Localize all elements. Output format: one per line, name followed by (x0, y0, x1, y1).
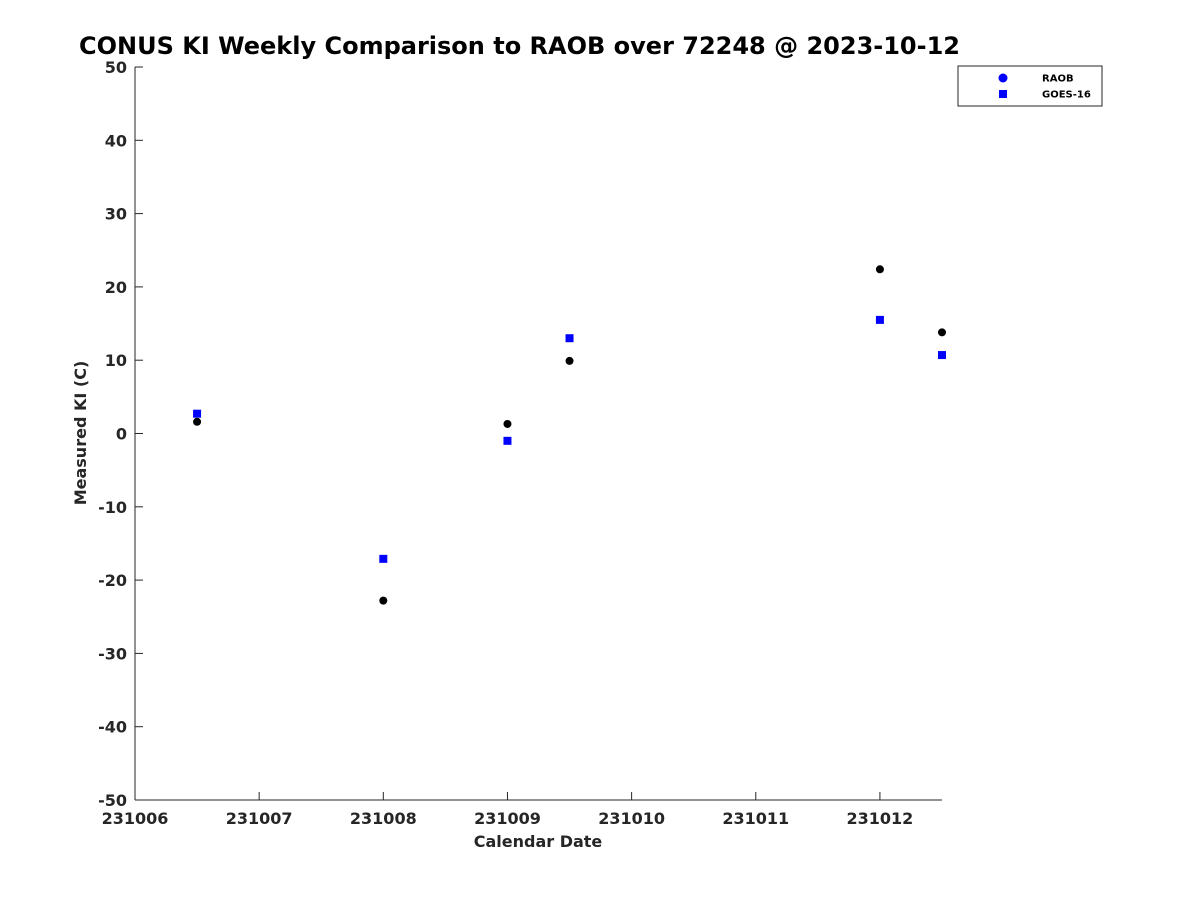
point-raob (379, 596, 388, 605)
point-raob (503, 419, 512, 428)
y-tick-label: -20 (98, 571, 127, 590)
x-ticks: 231006 231007 231008 231009 231010 231011 2310… (102, 792, 914, 828)
x-tick-label: 231006 (102, 809, 169, 828)
x-tick-label: 231012 (847, 809, 914, 828)
legend-raob-marker (998, 73, 1008, 83)
legend: RAOB GOES-16 (957, 65, 1103, 107)
point-goes-16 (503, 436, 512, 445)
x-tick-label: 231007 (226, 809, 293, 828)
point-goes-16 (565, 334, 574, 343)
x-axis-label: Calendar Date (474, 832, 603, 851)
legend-goes-marker (999, 90, 1007, 98)
y-ticks: 50 40 30 20 10 0 -10 -20 -30 -40 -50 (98, 58, 143, 810)
x-tick-label: 231009 (474, 809, 541, 828)
data-points (193, 265, 946, 605)
point-raob (938, 328, 946, 337)
point-goes-16 (193, 409, 202, 418)
point-goes-16 (379, 554, 388, 563)
legend-raob-label: RAOB (1042, 74, 1074, 85)
y-tick-label: -30 (98, 644, 127, 663)
point-raob (193, 417, 202, 426)
point-raob (565, 356, 574, 365)
x-tick-label: 231008 (350, 809, 417, 828)
point-raob (875, 265, 884, 274)
y-tick-label: 0 (116, 425, 127, 444)
y-tick-label: 20 (105, 278, 127, 297)
point-goes-16 (938, 351, 946, 360)
legend-box (957, 65, 1103, 107)
y-tick-label: 40 (105, 131, 127, 150)
y-tick-label: -10 (98, 498, 127, 517)
y-tick-label: 30 (105, 205, 127, 224)
x-tick-label: 231011 (722, 809, 789, 828)
x-tick-label: 231010 (598, 809, 665, 828)
y-tick-label: -40 (98, 718, 127, 737)
axes (134, 67, 942, 801)
point-goes-16 (875, 315, 884, 324)
y-tick-label: 50 (105, 58, 127, 77)
y-tick-label: -50 (98, 791, 127, 810)
legend-goes-label: GOES-16 (1042, 90, 1091, 101)
y-tick-label: 10 (105, 351, 127, 370)
chart-title: CONUS KI Weekly Comparison to RAOB over … (79, 32, 960, 60)
y-axis-label: Measured KI (C) (71, 361, 90, 506)
